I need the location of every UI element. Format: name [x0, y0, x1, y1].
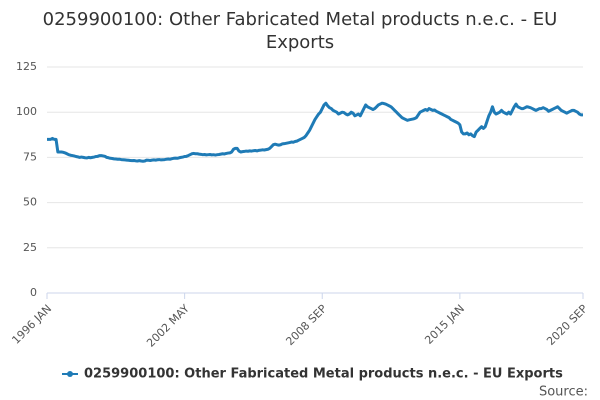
source: Source:	[539, 385, 588, 400]
legend-marker	[67, 371, 73, 377]
chart-title: 0259900100: Other Fabricated Metal produ…	[42, 9, 558, 53]
y-tick-label: 0	[30, 286, 37, 299]
y-tick-label: 75	[23, 150, 37, 163]
x-tick-label: 2020 SEP	[544, 302, 590, 348]
x-tick-label: 2015 JAN	[422, 302, 467, 347]
y-tick-label: 100	[16, 105, 37, 118]
y-tick-label: 50	[23, 196, 37, 209]
x-tick-label: 1996 JAN	[9, 302, 54, 347]
x-tick-label: 2002 MAY	[144, 302, 192, 350]
y-tick-label: 125	[16, 60, 37, 73]
x-tick-label: 2008 SEP	[283, 302, 329, 348]
data-line	[47, 101, 583, 163]
y-tick-label: 25	[23, 241, 37, 254]
legend-label: 0259900100: Other Fabricated Metal produ…	[84, 367, 563, 382]
